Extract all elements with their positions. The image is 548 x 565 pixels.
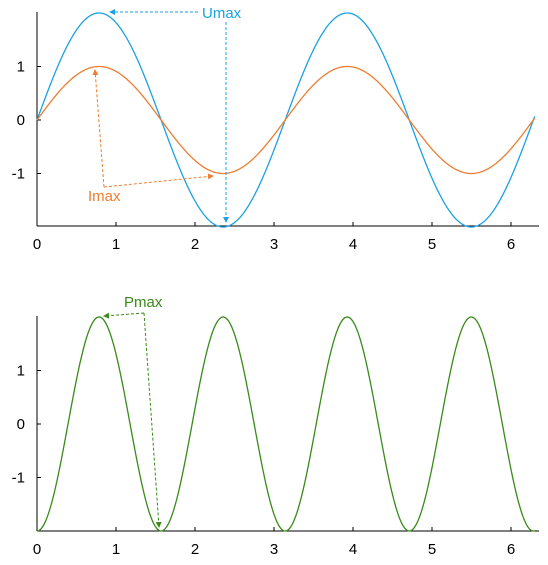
chart-2-y-tick-label: 1 — [17, 363, 25, 380]
chart-1-x-tick-label: 6 — [507, 236, 515, 253]
pmax-label: Pmax — [124, 294, 163, 311]
chart-2-x-tick-label: 2 — [191, 541, 199, 558]
chart-2-y-tick-label: -1 — [12, 470, 25, 487]
chart-1-x-tick-label: 3 — [270, 236, 278, 253]
chart-2-x-tick-label: 4 — [349, 541, 357, 558]
chart-2: 0 1 2 3 4 5 6 1 0 -1 Pmax — [12, 294, 539, 558]
chart-1-x-tick-label: 1 — [112, 236, 120, 253]
chart-2-series-p-line — [36, 316, 535, 532]
imax-arrow-2 — [103, 173, 214, 188]
chart-1-y-tick-label: -1 — [12, 166, 25, 183]
imax-label: Imax — [88, 188, 121, 205]
chart-1-y-tick-label: 0 — [17, 112, 25, 129]
chart-1-series-i-line — [36, 65, 536, 175]
chart-1-x-tick-label: 4 — [349, 236, 357, 253]
chart-1: 0 1 2 3 4 5 6 1 0 -1 Umax Imax — [12, 5, 539, 253]
umax-label: Umax — [202, 5, 242, 22]
chart-1-y-tick-label: 1 — [17, 59, 25, 76]
pmax-arrow-2 — [143, 312, 162, 528]
chart-2-x-tick-label: 1 — [112, 541, 120, 558]
chart-2-x-tick-label: 3 — [270, 541, 278, 558]
pmax-arrow-1 — [103, 312, 145, 319]
chart-2-x-tick-label: 6 — [507, 541, 515, 558]
chart-1-x-tick-label: 2 — [191, 236, 199, 253]
chart-2-x-tick-label: 0 — [33, 541, 41, 558]
chart-2-x-tick-label: 5 — [428, 541, 436, 558]
chart-2-y-tick-label: 0 — [17, 416, 25, 433]
chart-1-x-tick-label: 5 — [428, 236, 436, 253]
chart-1-x-tick-label: 0 — [33, 236, 41, 253]
imax-arrow-1 — [92, 69, 105, 188]
